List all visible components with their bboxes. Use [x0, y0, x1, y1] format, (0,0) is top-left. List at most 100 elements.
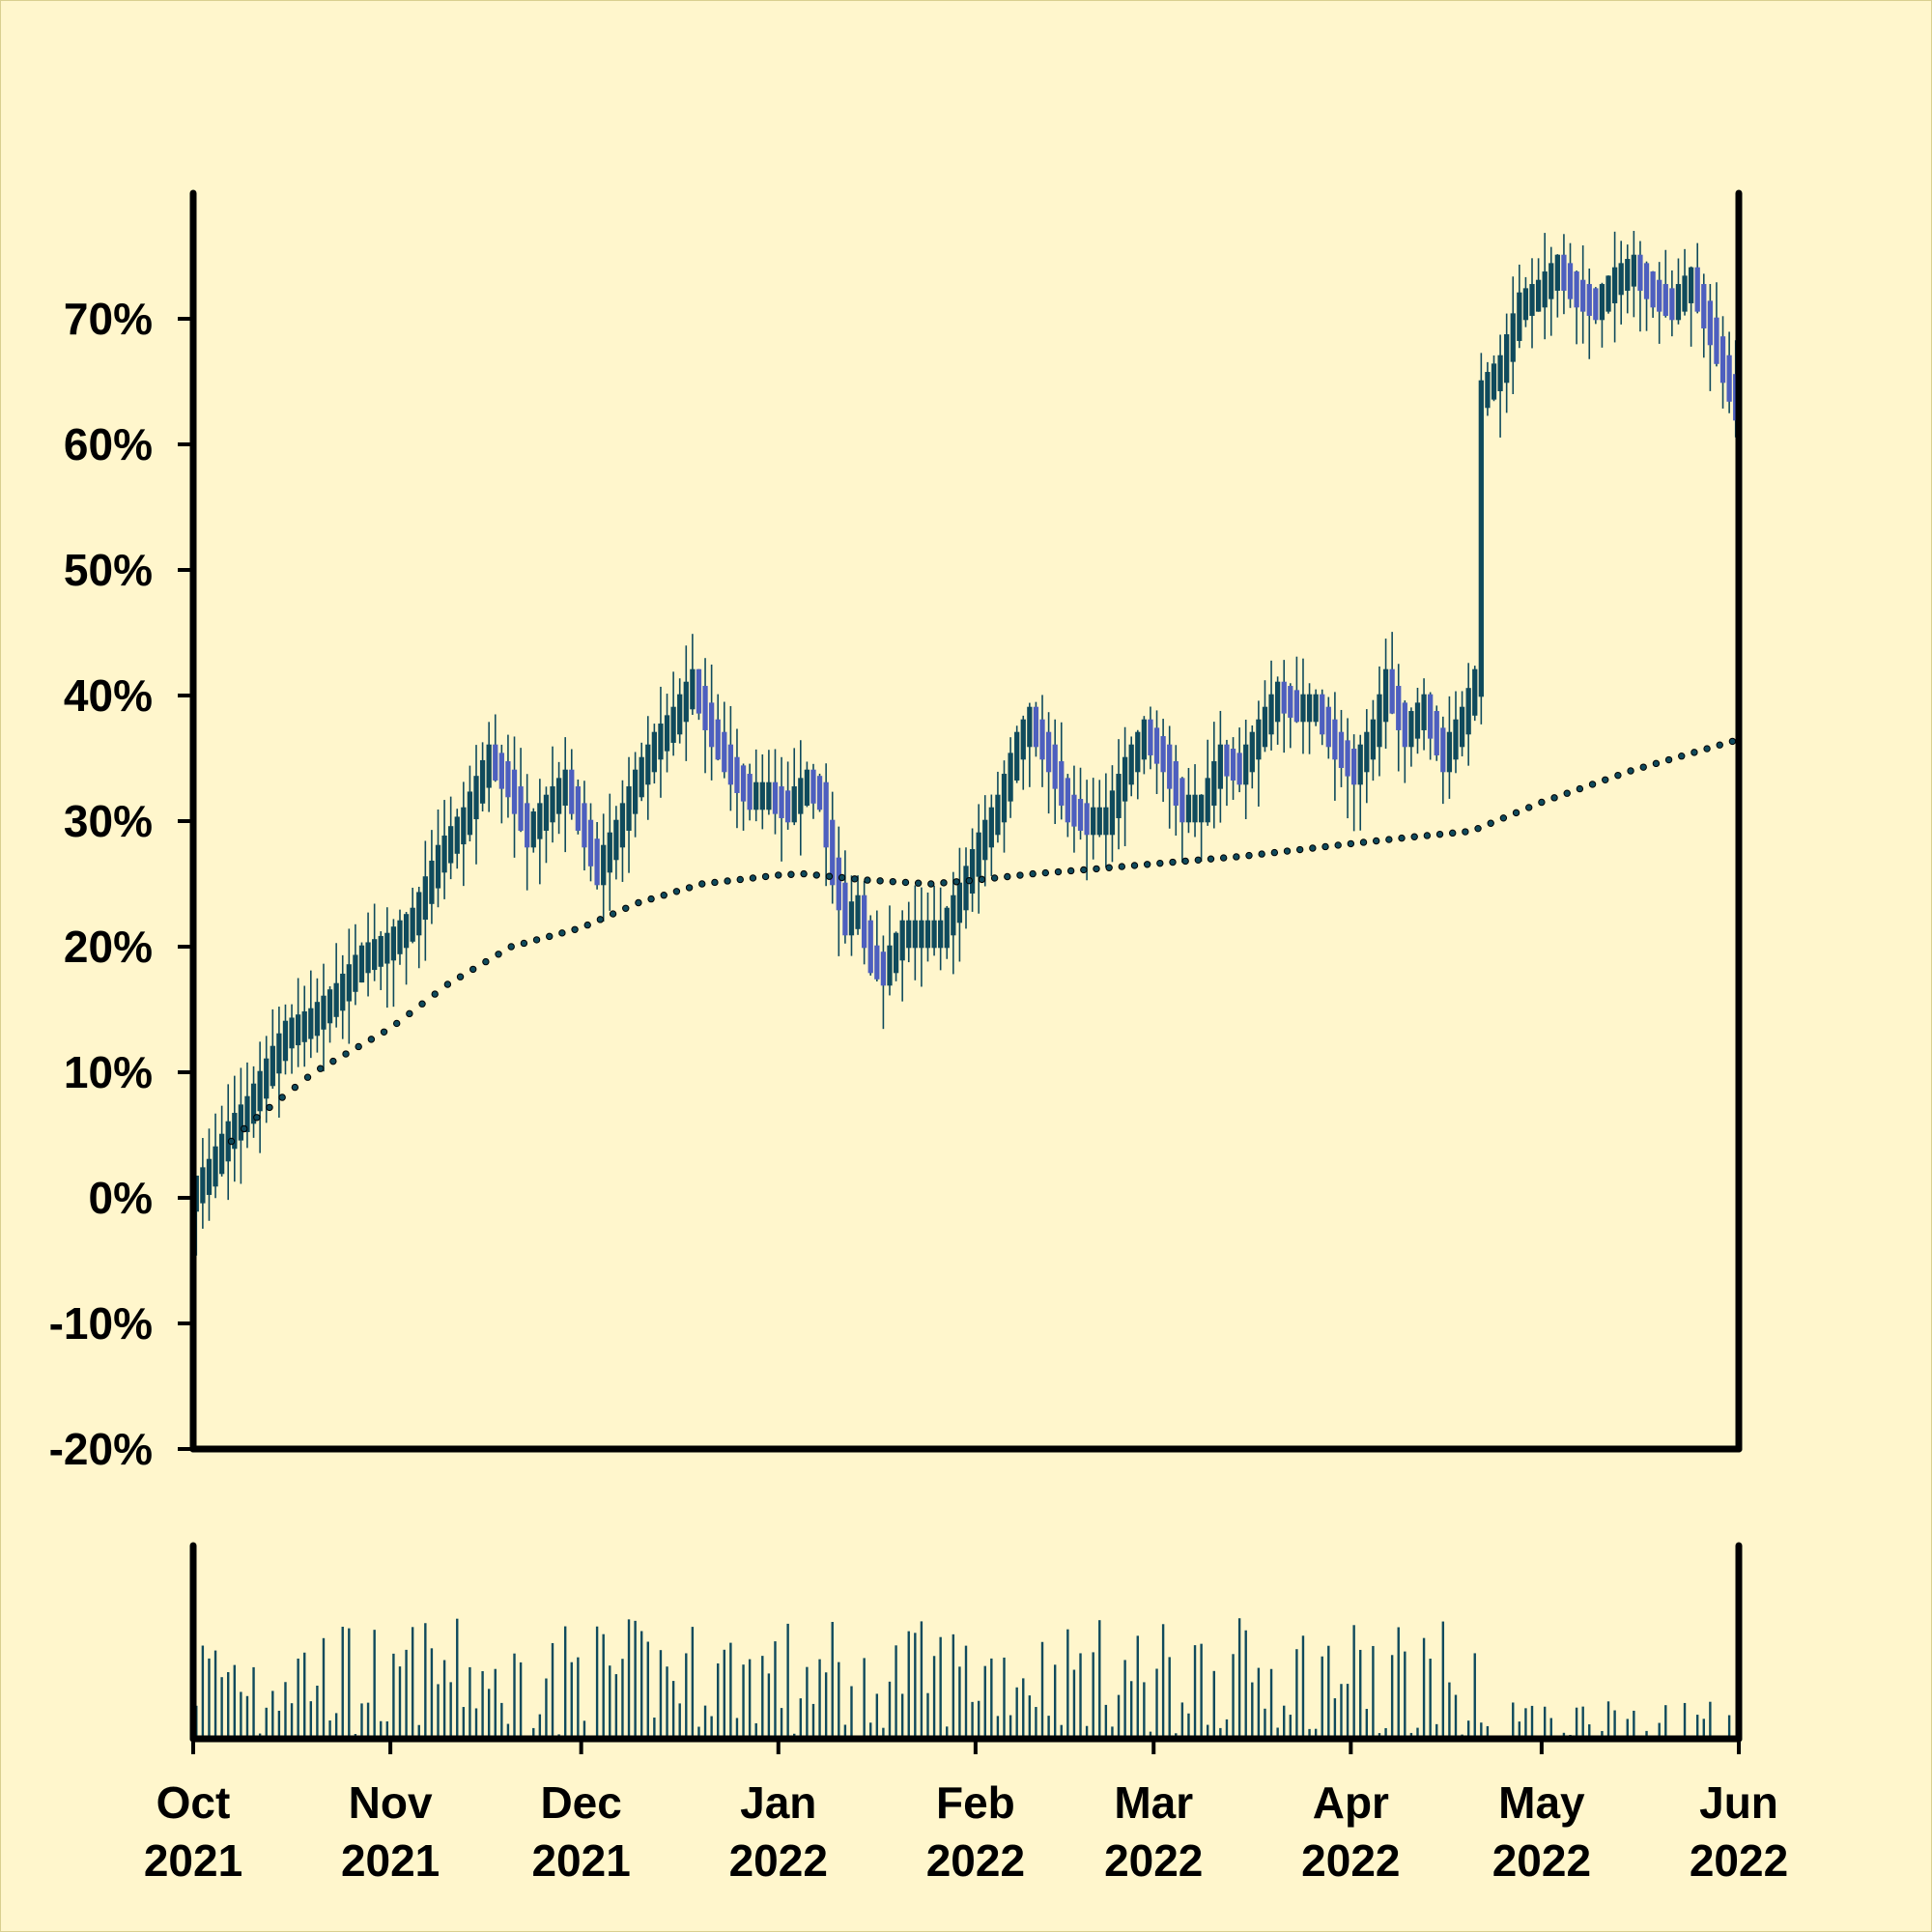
candle-body [924, 920, 931, 949]
moving-average-point [940, 879, 948, 887]
candle-body [1414, 702, 1421, 739]
volume-bar [265, 1707, 268, 1739]
volume-bar [1251, 1682, 1254, 1739]
candle-body [1485, 372, 1491, 409]
volume-bar [456, 1618, 459, 1739]
volume-bar [1129, 1681, 1133, 1739]
candle-body [1109, 790, 1116, 836]
candle-body [441, 835, 447, 873]
volume-bar [1588, 1724, 1591, 1739]
candle-body [238, 1104, 244, 1141]
volume-bar [462, 1707, 466, 1739]
moving-average-point [775, 871, 782, 879]
volume-bar [201, 1645, 205, 1739]
moving-average-point [507, 943, 515, 951]
volume-bar [697, 1726, 700, 1739]
candle-body [1611, 267, 1618, 303]
candle-body [1586, 284, 1592, 316]
candle-body [384, 932, 390, 964]
candle-body [798, 778, 804, 814]
candle-body [1065, 778, 1070, 823]
volume-bar [494, 1668, 497, 1739]
moving-average-point [596, 916, 605, 923]
y-tick-label: 30% [64, 796, 153, 846]
moving-average-point [1512, 809, 1520, 817]
volume-bar [1581, 1706, 1584, 1739]
candle-body [1014, 731, 1020, 781]
candle-body [1472, 668, 1478, 716]
candle-body [1096, 807, 1102, 836]
candle-body [327, 989, 333, 1024]
moving-average-point [380, 1028, 388, 1036]
volume-bar [1633, 1710, 1635, 1739]
candle-body [1313, 694, 1319, 723]
x-tick-label-month: Nov [349, 1777, 433, 1828]
candle-body [1510, 313, 1516, 362]
volume-bar [946, 1726, 949, 1739]
volume-bar [500, 1702, 503, 1739]
volume-bar [1022, 1678, 1025, 1739]
moving-average-point [1435, 830, 1444, 838]
candle-body [518, 786, 524, 831]
candle-body [530, 811, 536, 848]
candle-body [1522, 288, 1529, 321]
candle-body [435, 844, 441, 889]
candle-body [1694, 267, 1700, 312]
candle-body [874, 945, 880, 980]
candle-body [862, 895, 867, 949]
volume-bar [316, 1685, 319, 1739]
candle-body [372, 939, 378, 971]
moving-average-point [342, 1050, 350, 1058]
volume-bar [653, 1718, 656, 1739]
volume-bar [1092, 1652, 1094, 1739]
candle-body [1535, 279, 1542, 312]
volume-bar [1626, 1719, 1629, 1739]
moving-average-point [724, 877, 731, 885]
volume-bar [1645, 1730, 1648, 1739]
y-tick-label: 60% [64, 419, 153, 469]
candle-body [753, 781, 759, 810]
volume-bar [614, 1674, 618, 1739]
volume-bar [666, 1666, 668, 1739]
candle-body [1561, 254, 1567, 291]
candle-body [1084, 803, 1090, 836]
volume-bar [1422, 1637, 1426, 1739]
moving-average-point [1423, 832, 1432, 839]
candle-body [587, 819, 594, 867]
candle-body [1281, 681, 1287, 714]
volume-bar [1085, 1725, 1089, 1739]
moving-average-point [1105, 864, 1113, 871]
candle-body [569, 769, 575, 814]
candle-body [1167, 744, 1173, 789]
candle-body [340, 973, 346, 1011]
volume-bar [1066, 1629, 1069, 1739]
candle-body [1148, 719, 1153, 755]
candle-body [1091, 807, 1096, 836]
volume-bar [920, 1621, 923, 1739]
volume-bar [1123, 1660, 1126, 1739]
candle-body [1599, 284, 1605, 321]
volume-bar [469, 1666, 471, 1739]
candle-body [727, 744, 734, 785]
candle-body [1243, 744, 1249, 785]
moving-average-point [838, 873, 846, 882]
candle-body [747, 774, 753, 810]
candle-body [467, 791, 473, 836]
candle-body [626, 786, 632, 831]
x-tick-label-year: 2022 [926, 1835, 1025, 1886]
candle-body [1605, 275, 1611, 312]
candle-body [562, 769, 568, 806]
volume-bar [735, 1718, 739, 1739]
y-tick-labels: -20% -10% 0% 10% 20% 30% 40% 50% 60% 70% [49, 294, 153, 1474]
volume-bar [1295, 1649, 1298, 1739]
candle-body [677, 694, 683, 735]
moving-average-point [609, 910, 617, 918]
candle-body [1179, 778, 1185, 823]
candle-body [1453, 719, 1459, 760]
moving-average-point [698, 880, 706, 888]
volume-bar [1524, 1708, 1527, 1739]
volume-bar [1308, 1728, 1311, 1739]
candle-body [944, 907, 950, 949]
candle-body [1357, 744, 1363, 785]
candle-body [213, 1146, 218, 1187]
